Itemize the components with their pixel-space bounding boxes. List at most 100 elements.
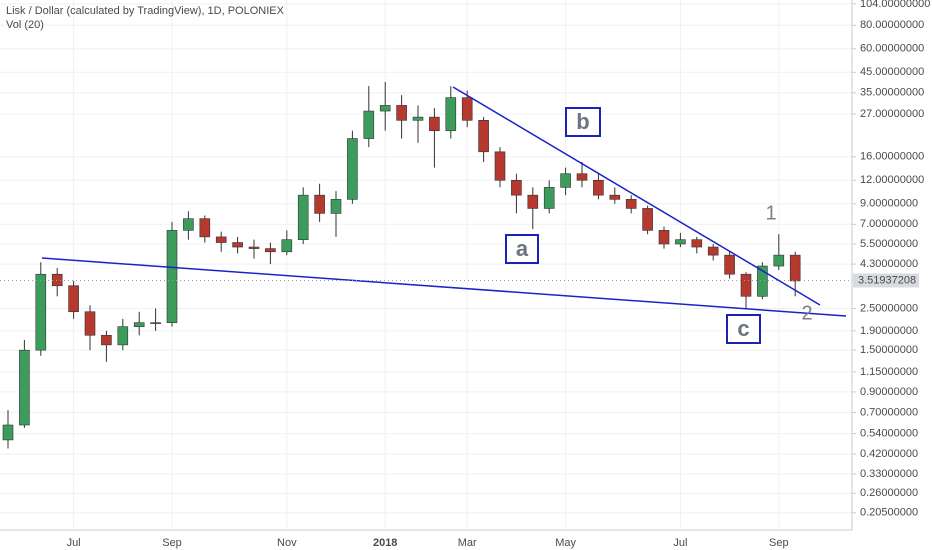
- x-tick-label: Nov: [277, 537, 297, 549]
- y-tick-label: 0.70000000: [860, 406, 918, 418]
- support-trendline: [41, 257, 847, 317]
- annotation-label: a: [516, 236, 529, 261]
- candle-body: [297, 194, 309, 240]
- candle-body: [478, 120, 489, 153]
- candles: [2, 81, 801, 449]
- candle-body: [347, 138, 358, 200]
- candle-body: [609, 194, 621, 200]
- candle-body: [166, 230, 178, 323]
- candle-body: [215, 236, 227, 243]
- candle-body: [199, 218, 211, 238]
- annotation-box: [726, 314, 761, 344]
- candle-body: [51, 273, 63, 287]
- candle-body: [429, 116, 440, 132]
- candle-body: [183, 218, 194, 231]
- candle-body: [314, 194, 325, 214]
- candle-body: [101, 334, 112, 346]
- y-tick-label: 7.00000000: [860, 218, 918, 230]
- y-tick-label: 1.15000000: [860, 366, 918, 378]
- annotation-box: [505, 234, 539, 264]
- candle-body: [707, 246, 719, 256]
- wave-label: 1: [765, 202, 776, 224]
- y-tick-label: 0.42000000: [860, 448, 918, 460]
- annotation-box: [565, 107, 601, 137]
- chart-title: Lisk / Dollar (calculated by TradingView…: [6, 5, 285, 17]
- y-tick-label: 12.00000000: [860, 174, 924, 186]
- candle-body: [593, 179, 604, 196]
- x-tick-label: Jul: [67, 537, 81, 549]
- y-tick-label: 9.00000000: [860, 198, 918, 210]
- candle-body: [117, 326, 129, 346]
- candle-body: [265, 248, 276, 253]
- y-tick-label: 16.00000000: [860, 151, 924, 163]
- y-tick-label: 1.50000000: [860, 344, 918, 356]
- candle-body: [560, 173, 571, 188]
- y-tick-label: 4.30000000: [860, 258, 918, 270]
- candle-body: [789, 254, 801, 282]
- candle-body: [68, 285, 79, 313]
- candle-body: [281, 239, 293, 253]
- x-tick-label: Mar: [458, 537, 477, 549]
- annotations: a b c 1 2: [505, 107, 813, 344]
- x-tick-label: Sep: [162, 537, 182, 549]
- candle-body: [396, 105, 407, 121]
- wave-label: 2: [801, 302, 812, 324]
- candle-body: [232, 242, 243, 248]
- candle-body: [19, 349, 30, 426]
- y-tick-label: 0.20500000: [860, 507, 918, 519]
- y-tick-label: 80.00000000: [860, 19, 924, 31]
- y-tick-label: 0.33000000: [860, 468, 918, 480]
- candle-body: [461, 97, 473, 121]
- y-tick-label: 5.50000000: [860, 238, 918, 250]
- candle-body: [330, 199, 342, 214]
- candle-body: [150, 322, 161, 324]
- last-price-box: [853, 273, 919, 288]
- candle-body: [363, 110, 375, 139]
- candle-body: [494, 151, 506, 181]
- candle-body: [379, 105, 391, 112]
- y-tick-label: 2.50000000: [860, 302, 918, 314]
- candle-body: [543, 187, 555, 209]
- candle-body: [2, 424, 14, 441]
- y-tick-label: 1.90000000: [860, 325, 918, 337]
- candle-body: [84, 311, 96, 336]
- candle-body: [527, 194, 539, 209]
- y-tick-label: 0.90000000: [860, 386, 918, 398]
- y-tick-label: 60.00000000: [860, 43, 924, 55]
- candle-body: [740, 273, 752, 297]
- x-tick-label: 2018: [373, 537, 397, 549]
- candle-body: [445, 97, 457, 132]
- candle-body: [412, 116, 424, 121]
- volume-label: Vol (20): [6, 19, 44, 31]
- y-tick-label: 0.26000000: [860, 487, 918, 499]
- y-tick-label: 27.00000000: [860, 108, 924, 120]
- candle-body: [757, 265, 768, 297]
- x-tick-label: Jul: [673, 537, 687, 549]
- candle-body: [691, 239, 703, 248]
- candle-body: [658, 230, 670, 245]
- y-tick-label: 0.54000000: [860, 428, 918, 440]
- candle-body: [133, 322, 145, 327]
- annotation-label: c: [737, 316, 749, 341]
- candle-body: [675, 239, 686, 245]
- candle-body: [773, 254, 785, 267]
- candle-body: [642, 208, 653, 231]
- candle-body: [724, 254, 735, 275]
- candle-body: [35, 273, 47, 351]
- candle-body: [511, 179, 522, 196]
- last-price-label: 3.51937208: [858, 274, 916, 286]
- y-tick-label: 45.00000000: [860, 66, 924, 78]
- annotation-label: b: [576, 109, 589, 134]
- y-tick-label: 35.00000000: [860, 87, 924, 99]
- candle-body: [248, 246, 260, 249]
- y-tick-label: 104.00000000: [860, 0, 930, 10]
- x-tick-label: May: [555, 537, 576, 549]
- resistance-trendline: [452, 86, 821, 306]
- grid: [0, 0, 852, 530]
- x-tick-label: Sep: [769, 537, 789, 549]
- candle-body: [625, 199, 637, 209]
- candle-body: [576, 173, 588, 181]
